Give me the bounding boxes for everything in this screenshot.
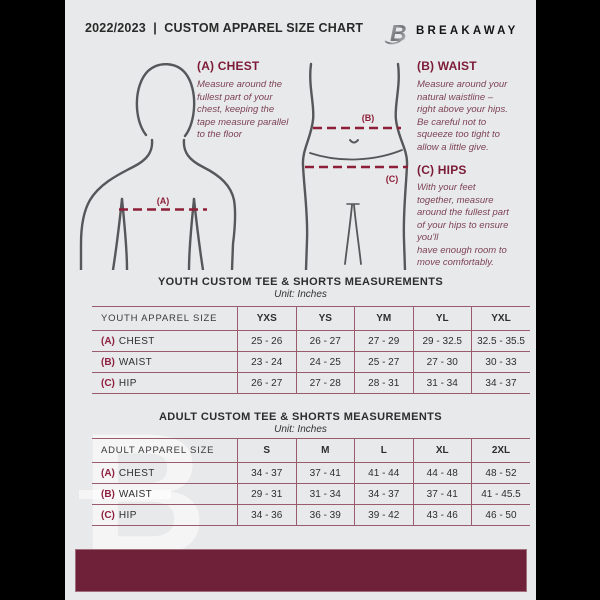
adult-header-row: ADULT APPAREL SIZE S M L XL 2XL xyxy=(92,438,530,463)
cell: 23 - 24 xyxy=(237,351,296,373)
cell: 31 - 34 xyxy=(412,372,472,394)
cell: 28 - 31 xyxy=(354,372,413,394)
cell: 29 - 32.5 xyxy=(412,330,472,352)
row-label: (A) CHEST xyxy=(92,462,238,484)
cell: 32.5 - 35.5 xyxy=(471,330,530,352)
cell: 44 - 48 xyxy=(412,462,472,484)
svg-text:B: B xyxy=(390,20,407,45)
adult-col-header: L xyxy=(354,438,413,463)
youth-col-header: YM xyxy=(354,306,413,331)
adult-col-header: S xyxy=(237,438,296,463)
cell: 37 - 41 xyxy=(295,462,355,484)
row-label: (C) HIP xyxy=(92,504,238,526)
cell: 36 - 39 xyxy=(295,504,355,526)
cell: 34 - 37 xyxy=(354,483,413,505)
brand-wordmark: BREAKAWAY xyxy=(416,25,519,37)
youth-col-header: YXL xyxy=(471,306,530,331)
waist-marker-label: (B) xyxy=(362,113,375,123)
adult-waist-row: (B) WAIST 29 - 31 31 - 34 34 - 37 37 - 41… xyxy=(92,483,530,505)
cell: 39 - 42 xyxy=(354,504,413,526)
adult-size-table: ADULT APPAREL SIZE S M L XL 2XL (A) CHEST… xyxy=(92,438,530,526)
cell: 25 - 26 xyxy=(237,330,296,352)
youth-col-header: YXS xyxy=(237,306,296,331)
size-chart-page: B 2022/2023 | CUSTOM APPAREL SIZE CHART … xyxy=(65,0,536,600)
cell: 26 - 27 xyxy=(295,330,355,352)
cell: 25 - 27 xyxy=(354,351,413,373)
cell: 27 - 28 xyxy=(295,372,355,394)
row-label: (B) WAIST xyxy=(92,351,238,373)
adult-hip-row: (C) HIP 34 - 36 36 - 39 39 - 42 43 - 46 4… xyxy=(92,504,530,526)
waist-heading: (B) WAIST xyxy=(417,59,477,73)
cell: 34 - 37 xyxy=(237,462,296,484)
adult-chest-row: (A) CHEST 34 - 37 37 - 41 41 - 44 44 - 48… xyxy=(92,462,530,484)
youth-col-header: YOUTH APPAREL SIZE xyxy=(92,306,238,331)
cell: 37 - 41 xyxy=(412,483,472,505)
youth-table-unit: Unit: Inches xyxy=(274,289,327,300)
waist-instructions: Measure around your natural waistline – … xyxy=(417,79,508,153)
hips-instructions: With your feet together, measure around … xyxy=(417,182,509,268)
hips-marker-label: (C) xyxy=(386,174,399,184)
cell: 41 - 44 xyxy=(354,462,413,484)
adult-col-header: ADULT APPAREL SIZE xyxy=(92,438,238,463)
adult-col-header: M xyxy=(295,438,355,463)
torso-diagram: (A) xyxy=(79,63,237,270)
chest-instructions: Measure around the fullest part of your … xyxy=(197,79,289,140)
cell: 43 - 46 xyxy=(412,504,472,526)
cell: 34 - 37 xyxy=(471,372,530,394)
cell: 27 - 30 xyxy=(412,351,472,373)
row-label: (C) HIP xyxy=(92,372,238,394)
cell: 48 - 52 xyxy=(471,462,530,484)
cell: 26 - 27 xyxy=(237,372,296,394)
chest-heading: (A) CHEST xyxy=(197,59,260,73)
footer-bar xyxy=(75,549,527,592)
youth-hip-row: (C) HIP 26 - 27 27 - 28 28 - 31 31 - 34 3… xyxy=(92,372,530,394)
row-label: (B) WAIST xyxy=(92,483,238,505)
youth-table-title: YOUTH CUSTOM TEE & SHORTS MEASUREMENTS xyxy=(157,276,444,288)
hips-heading: (C) HIPS xyxy=(417,163,467,177)
youth-waist-row: (B) WAIST 23 - 24 24 - 25 25 - 27 27 - 30… xyxy=(92,351,530,373)
youth-size-table: YOUTH APPAREL SIZE YXS YS YM YL YXL (A) C… xyxy=(92,306,530,394)
adult-table-title: ADULT CUSTOM TEE & SHORTS MEASUREMENTS xyxy=(158,411,443,423)
cell: 24 - 25 xyxy=(295,351,355,373)
breakaway-logo-icon: B xyxy=(384,20,407,45)
cell: 27 - 29 xyxy=(354,330,413,352)
adult-table-unit: Unit: Inches xyxy=(274,424,327,435)
cell: 30 - 33 xyxy=(471,351,530,373)
row-label: (A) CHEST xyxy=(92,330,238,352)
lower-body-diagram: (B) (C) xyxy=(301,62,409,270)
youth-chest-row: (A) CHEST 25 - 26 26 - 27 27 - 29 29 - 32… xyxy=(92,330,530,352)
cell: 46 - 50 xyxy=(471,504,530,526)
cell: 34 - 36 xyxy=(237,504,296,526)
adult-col-header: XL xyxy=(412,438,472,463)
youth-col-header: YS xyxy=(295,306,355,331)
youth-header-row: YOUTH APPAREL SIZE YXS YS YM YL YXL xyxy=(92,306,530,331)
youth-col-header: YL xyxy=(412,306,472,331)
cell: 31 - 34 xyxy=(295,483,355,505)
cell: 29 - 31 xyxy=(237,483,296,505)
chest-marker-label: (A) xyxy=(157,196,170,206)
cell: 41 - 45.5 xyxy=(471,483,530,505)
adult-col-header: 2XL xyxy=(471,438,530,463)
page-title: 2022/2023 | CUSTOM APPAREL SIZE CHART xyxy=(85,21,364,35)
